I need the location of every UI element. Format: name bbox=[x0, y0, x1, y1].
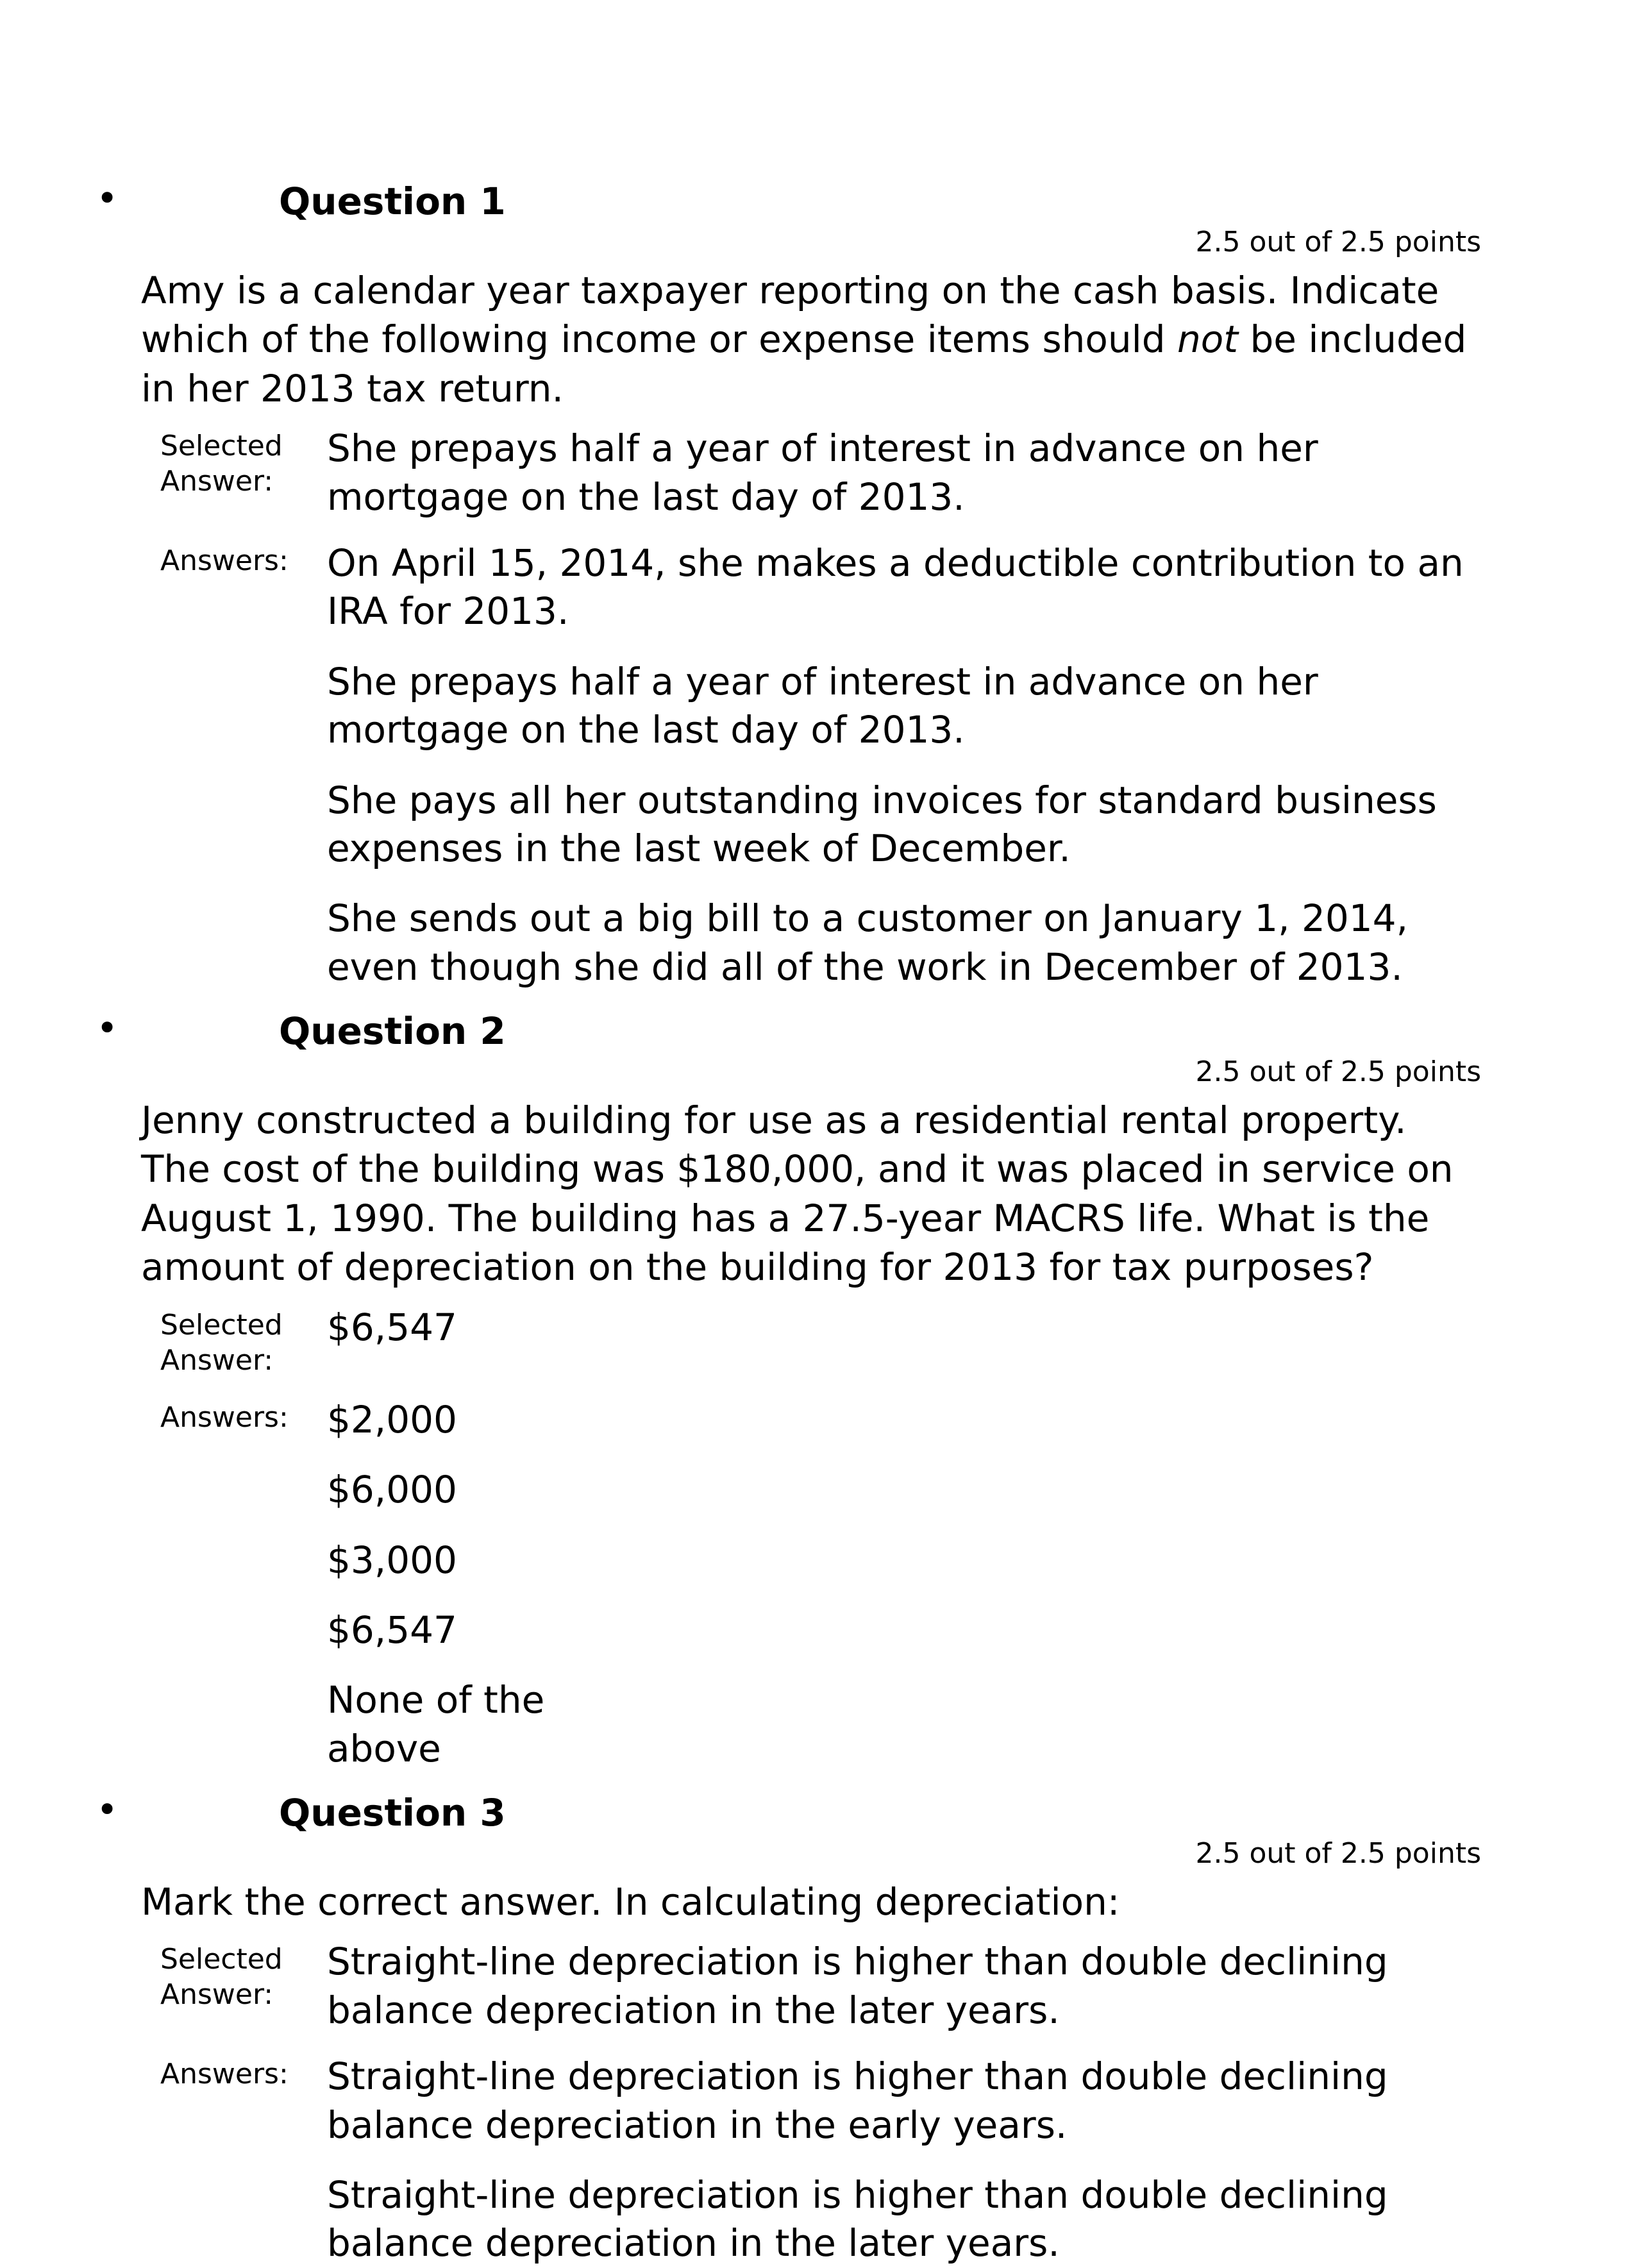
question-header: • Question 3 bbox=[83, 1791, 1507, 1836]
answer-option: $3,000 bbox=[327, 1536, 596, 1584]
question-title: Question 1 bbox=[279, 180, 506, 224]
question-prompt: Amy is a calendar year taxpayer reportin… bbox=[141, 266, 1481, 414]
answers-list: On April 15, 2014, she makes a deductibl… bbox=[327, 539, 1481, 991]
question-title: Question 2 bbox=[279, 1009, 506, 1054]
question-3: • Question 3 2.5 out of 2.5 points Mark … bbox=[83, 1791, 1507, 2267]
question-header: • Question 1 bbox=[83, 180, 1507, 224]
selected-answer-row: Selected Answer: She prepays half a year… bbox=[160, 424, 1481, 521]
selected-answer-label: Selected Answer: bbox=[160, 424, 327, 499]
answer-option: $2,000 bbox=[327, 1396, 596, 1444]
selected-answer-value: Straight-line depreciation is higher tha… bbox=[327, 1938, 1481, 2035]
question-prompt: Mark the correct answer. In calculating … bbox=[141, 1877, 1481, 1927]
answer-option: On April 15, 2014, she makes a deductibl… bbox=[327, 539, 1481, 636]
selected-answer-row: Selected Answer: $6,547 bbox=[160, 1304, 1481, 1378]
answer-option: None of the above bbox=[327, 1676, 596, 1773]
answer-option: She sends out a big bill to a customer o… bbox=[327, 895, 1481, 991]
prompt-italic: not bbox=[1177, 317, 1238, 361]
selected-answer-label: Selected Answer: bbox=[160, 1304, 327, 1378]
answers-list: Straight-line depreciation is higher tha… bbox=[327, 2053, 1481, 2268]
selected-answer-value: $6,547 bbox=[327, 1304, 1481, 1352]
question-2: • Question 2 2.5 out of 2.5 points Jenny… bbox=[83, 1009, 1507, 1773]
bullet-icon: • bbox=[83, 1791, 279, 1828]
question-header: • Question 2 bbox=[83, 1009, 1507, 1054]
selected-answer-value: She prepays half a year of interest in a… bbox=[327, 424, 1481, 521]
answers-label: Answers: bbox=[160, 539, 327, 578]
answer-option: $6,000 bbox=[327, 1466, 596, 1514]
answers-row: Answers: On April 15, 2014, she makes a … bbox=[160, 539, 1481, 991]
selected-answer-row: Selected Answer: Straight-line depreciat… bbox=[160, 1938, 1481, 2035]
question-prompt: Jenny constructed a building for use as … bbox=[141, 1096, 1481, 1292]
points-text: 2.5 out of 2.5 points bbox=[83, 1055, 1507, 1088]
answer-option: Straight-line depreciation is higher tha… bbox=[327, 2053, 1481, 2149]
answers-label: Answers: bbox=[160, 2053, 327, 2092]
answers-row: Answers: $2,000 $6,000 $3,000 $6,547 Non… bbox=[160, 1396, 1481, 1773]
answer-option: Straight-line depreciation is higher tha… bbox=[327, 2171, 1481, 2268]
points-text: 2.5 out of 2.5 points bbox=[83, 1837, 1507, 1870]
answer-option: $6,547 bbox=[327, 1606, 596, 1654]
answers-list: $2,000 $6,000 $3,000 $6,547 None of the … bbox=[327, 1396, 596, 1773]
answers-label: Answers: bbox=[160, 1396, 327, 1435]
question-title: Question 3 bbox=[279, 1791, 506, 1836]
bullet-icon: • bbox=[83, 180, 279, 217]
bullet-icon: • bbox=[83, 1009, 279, 1046]
answers-row: Answers: Straight-line depreciation is h… bbox=[160, 2053, 1481, 2268]
points-text: 2.5 out of 2.5 points bbox=[83, 226, 1507, 258]
selected-answer-label: Selected Answer: bbox=[160, 1938, 327, 2012]
answer-option: She prepays half a year of interest in a… bbox=[327, 658, 1481, 755]
answer-option: She pays all her outstanding invoices fo… bbox=[327, 777, 1481, 873]
question-1: • Question 1 2.5 out of 2.5 points Amy i… bbox=[83, 180, 1507, 991]
